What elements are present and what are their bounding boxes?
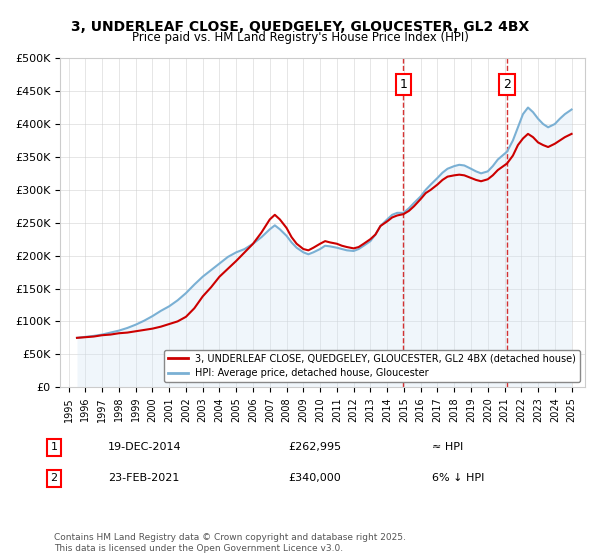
Text: 2: 2	[503, 78, 511, 91]
Text: 19-DEC-2014: 19-DEC-2014	[108, 442, 182, 452]
Text: 3, UNDERLEAF CLOSE, QUEDGELEY, GLOUCESTER, GL2 4BX: 3, UNDERLEAF CLOSE, QUEDGELEY, GLOUCESTE…	[71, 20, 529, 34]
Text: ≈ HPI: ≈ HPI	[432, 442, 463, 452]
Text: 2: 2	[50, 473, 58, 483]
Text: 23-FEB-2021: 23-FEB-2021	[108, 473, 179, 483]
Text: 1: 1	[400, 78, 407, 91]
Text: 6% ↓ HPI: 6% ↓ HPI	[432, 473, 484, 483]
Text: Contains HM Land Registry data © Crown copyright and database right 2025.
This d: Contains HM Land Registry data © Crown c…	[54, 533, 406, 553]
Text: £262,995: £262,995	[288, 442, 341, 452]
Text: Price paid vs. HM Land Registry's House Price Index (HPI): Price paid vs. HM Land Registry's House …	[131, 31, 469, 44]
Text: 1: 1	[50, 442, 58, 452]
Legend: 3, UNDERLEAF CLOSE, QUEDGELEY, GLOUCESTER, GL2 4BX (detached house), HPI: Averag: 3, UNDERLEAF CLOSE, QUEDGELEY, GLOUCESTE…	[164, 349, 580, 382]
Text: £340,000: £340,000	[288, 473, 341, 483]
